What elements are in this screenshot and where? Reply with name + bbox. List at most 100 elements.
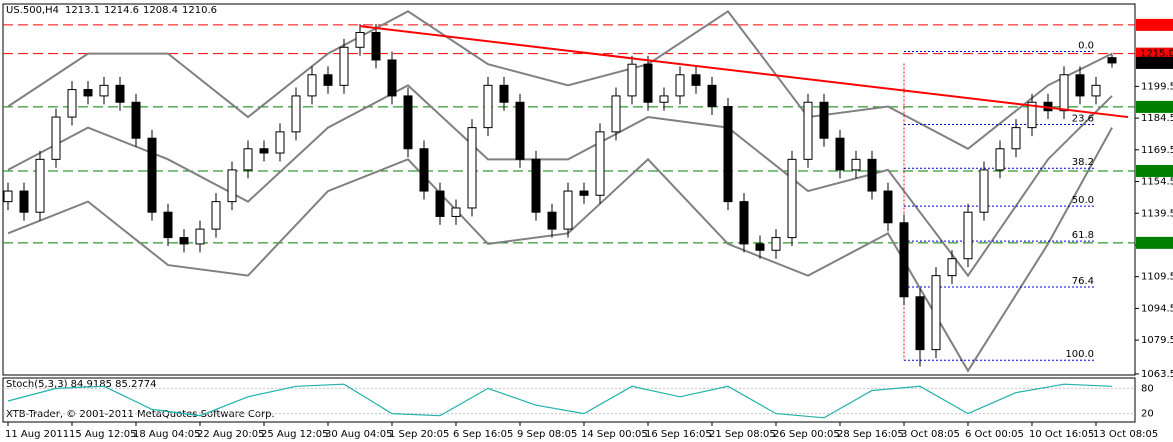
x-tick-label: 6 Sep 16:05 <box>453 429 513 440</box>
candle-body <box>611 95 621 133</box>
level-price-box <box>1136 18 1173 31</box>
candle-body <box>771 237 781 251</box>
y-tick-label: 1184.5 <box>1141 113 1173 124</box>
candle-body <box>1091 84 1101 97</box>
candle-body <box>883 190 893 224</box>
x-tick-label: 9 Sep 08:05 <box>517 429 577 440</box>
candle-body <box>179 237 189 245</box>
candle-body <box>627 63 637 97</box>
level-price-label: 1215.0 <box>1140 49 1173 60</box>
y-tick-label: 1109.5 <box>1141 272 1173 283</box>
x-tick-label: 11 Aug 2011 <box>5 429 69 440</box>
chart-header: US.500,H4 1213.1 1214.6 1208.4 1210.6 <box>6 5 217 16</box>
candle-body <box>3 190 13 203</box>
candle-body <box>211 201 221 230</box>
candle-body <box>451 207 461 217</box>
candle-body <box>563 190 573 230</box>
candle-body <box>195 228 205 245</box>
candle-body <box>787 158 797 239</box>
x-tick-label: 22 Aug 20:05 <box>197 429 264 440</box>
x-tick-label: 25 Aug 12:05 <box>261 429 328 440</box>
candle-body <box>499 84 509 103</box>
candle-body <box>371 31 381 61</box>
candle-body <box>131 101 141 139</box>
candle-body <box>643 63 653 103</box>
x-tick-label: 30 Aug 04:05 <box>325 429 392 440</box>
candle-body <box>691 74 701 86</box>
y-tick-label: 1079.5 <box>1141 335 1173 346</box>
y-tick-label: 80 <box>1141 383 1154 394</box>
x-tick-label: 14 Sep 00:05 <box>581 429 648 440</box>
y-tick-label: 20 <box>1141 409 1154 420</box>
x-tick-label: 16 Sep 16:05 <box>645 429 712 440</box>
level-price-box <box>1136 47 1173 60</box>
candle-body <box>531 158 541 213</box>
x-tick-label: 18 Aug 04:05 <box>133 429 200 440</box>
y-tick-label: 1169.5 <box>1141 145 1173 156</box>
candle-body <box>227 169 237 203</box>
candle-body <box>851 158 861 171</box>
candle-body <box>147 137 157 213</box>
candle-body <box>835 137 845 171</box>
stoch-title: Stoch(5,3,3) 84.9185 85.2774 <box>6 379 157 390</box>
fibo-label: 23.6 <box>1072 113 1094 124</box>
candle-body <box>659 95 669 103</box>
candle-body <box>1075 74 1085 97</box>
candle-body <box>739 201 749 245</box>
x-tick-label: 3 Oct 08:05 <box>901 429 960 440</box>
candle-body <box>1027 101 1037 129</box>
stoch-panel <box>2 377 1136 423</box>
bollinger-band <box>7 84 1113 278</box>
bollinger-band <box>7 9 1113 150</box>
x-tick-label: 13 Oct 08:05 <box>1093 429 1158 440</box>
fibo-label: 50.0 <box>1072 195 1094 206</box>
candle-body <box>755 243 765 251</box>
candle-body <box>99 84 109 97</box>
fibo-label: 0.0 <box>1078 41 1094 52</box>
last-close: 1210.6 <box>182 5 217 16</box>
fibo-label: 61.8 <box>1072 230 1094 241</box>
candle-body <box>867 158 877 192</box>
candle-body <box>115 84 125 103</box>
candle-body <box>51 116 61 160</box>
x-tick-label: 15 Aug 12:05 <box>69 429 136 440</box>
candle-body <box>947 258 957 277</box>
main-panel <box>2 3 1136 376</box>
candle-body <box>403 95 413 150</box>
candle-body <box>355 31 365 48</box>
level-price-box <box>1136 100 1173 113</box>
candle-body <box>1059 74 1069 112</box>
candle-body <box>435 190 445 217</box>
fibo-label: 76.4 <box>1072 276 1094 287</box>
candle-body <box>387 59 397 97</box>
candle-body <box>275 131 285 154</box>
current-price-label: 1210.6 <box>1140 58 1173 69</box>
candle-body <box>419 148 429 192</box>
candle-body <box>467 127 477 209</box>
candle-body <box>723 105 733 203</box>
candle-body <box>259 148 269 154</box>
candle-body <box>67 89 77 118</box>
candle-body <box>707 84 717 107</box>
level-price-box <box>1136 164 1173 177</box>
watermark: XTB-Trader, © 2001-2011 MetaQuotes Softw… <box>6 409 275 420</box>
y-tick-label: 1154.5 <box>1141 177 1173 188</box>
x-tick-label: 1 Sep 20:05 <box>389 429 449 440</box>
candle-body <box>579 190 589 196</box>
candle-body <box>899 222 909 298</box>
candle-body <box>307 74 317 97</box>
candle-body <box>291 95 301 133</box>
candle-body <box>979 169 989 213</box>
x-tick-label: 6 Oct 00:05 <box>965 429 1024 440</box>
x-tick-label: 28 Sep 16:05 <box>837 429 904 440</box>
candle-body <box>963 211 973 260</box>
x-tick-label: 10 Oct 16:05 <box>1029 429 1094 440</box>
current-price-box <box>1136 56 1173 69</box>
fibo-label: 38.2 <box>1072 157 1094 168</box>
y-tick-label: 1139.5 <box>1141 208 1173 219</box>
x-tick-label: 21 Sep 08:05 <box>709 429 776 440</box>
candle-body <box>595 131 605 196</box>
candle-body <box>83 89 93 97</box>
candle-body <box>163 211 173 239</box>
